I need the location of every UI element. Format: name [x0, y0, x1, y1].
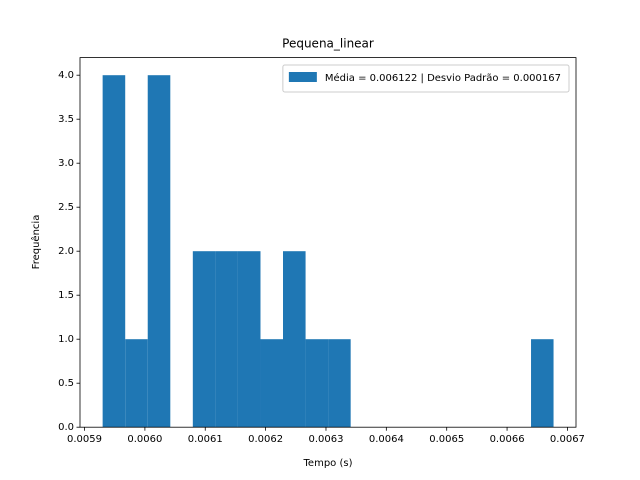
y-tick-label: 3.0 [58, 158, 74, 169]
x-tick-label: 0.0061 [188, 434, 223, 445]
x-tick-label: 0.0065 [429, 434, 464, 445]
x-tick-label: 0.0067 [550, 434, 585, 445]
bar [305, 339, 329, 428]
y-tick-label: 0.5 [58, 378, 74, 389]
bar [260, 339, 283, 428]
legend-swatch [288, 72, 317, 82]
x-tick-label: 0.0062 [248, 434, 283, 445]
y-axis-label: Frequência [30, 215, 42, 270]
chart-title: Pequena_linear [282, 37, 374, 51]
bar [215, 251, 238, 428]
bar [147, 75, 171, 428]
bar [237, 251, 261, 428]
bar [192, 251, 216, 428]
bar [282, 251, 306, 428]
x-tick-label: 0.0064 [369, 434, 404, 445]
bar [328, 339, 351, 428]
axes-frame [79, 57, 577, 428]
x-tick-label: 0.0059 [67, 434, 102, 445]
x-tick-label: 0.0066 [490, 434, 525, 445]
y-tick-label: 1.0 [58, 334, 74, 345]
y-tick-label: 2.0 [58, 246, 74, 257]
x-axis-label: Tempo (s) [303, 458, 353, 469]
y-tick-label: 3.5 [58, 114, 74, 125]
y-tick-label: 1.5 [58, 290, 74, 301]
y-tick-label: 4.0 [58, 70, 74, 81]
y-tick-label: 2.5 [58, 202, 74, 213]
bar [125, 339, 148, 428]
x-tick-label: 0.0060 [127, 434, 162, 445]
bar [102, 75, 126, 428]
y-tick-label: 0.0 [58, 422, 74, 433]
x-tick-label: 0.0063 [308, 434, 343, 445]
bar [531, 339, 554, 428]
legend-label: Média = 0.006122 | Desvio Padrão = 0.000… [325, 72, 561, 84]
legend-box [282, 64, 570, 93]
